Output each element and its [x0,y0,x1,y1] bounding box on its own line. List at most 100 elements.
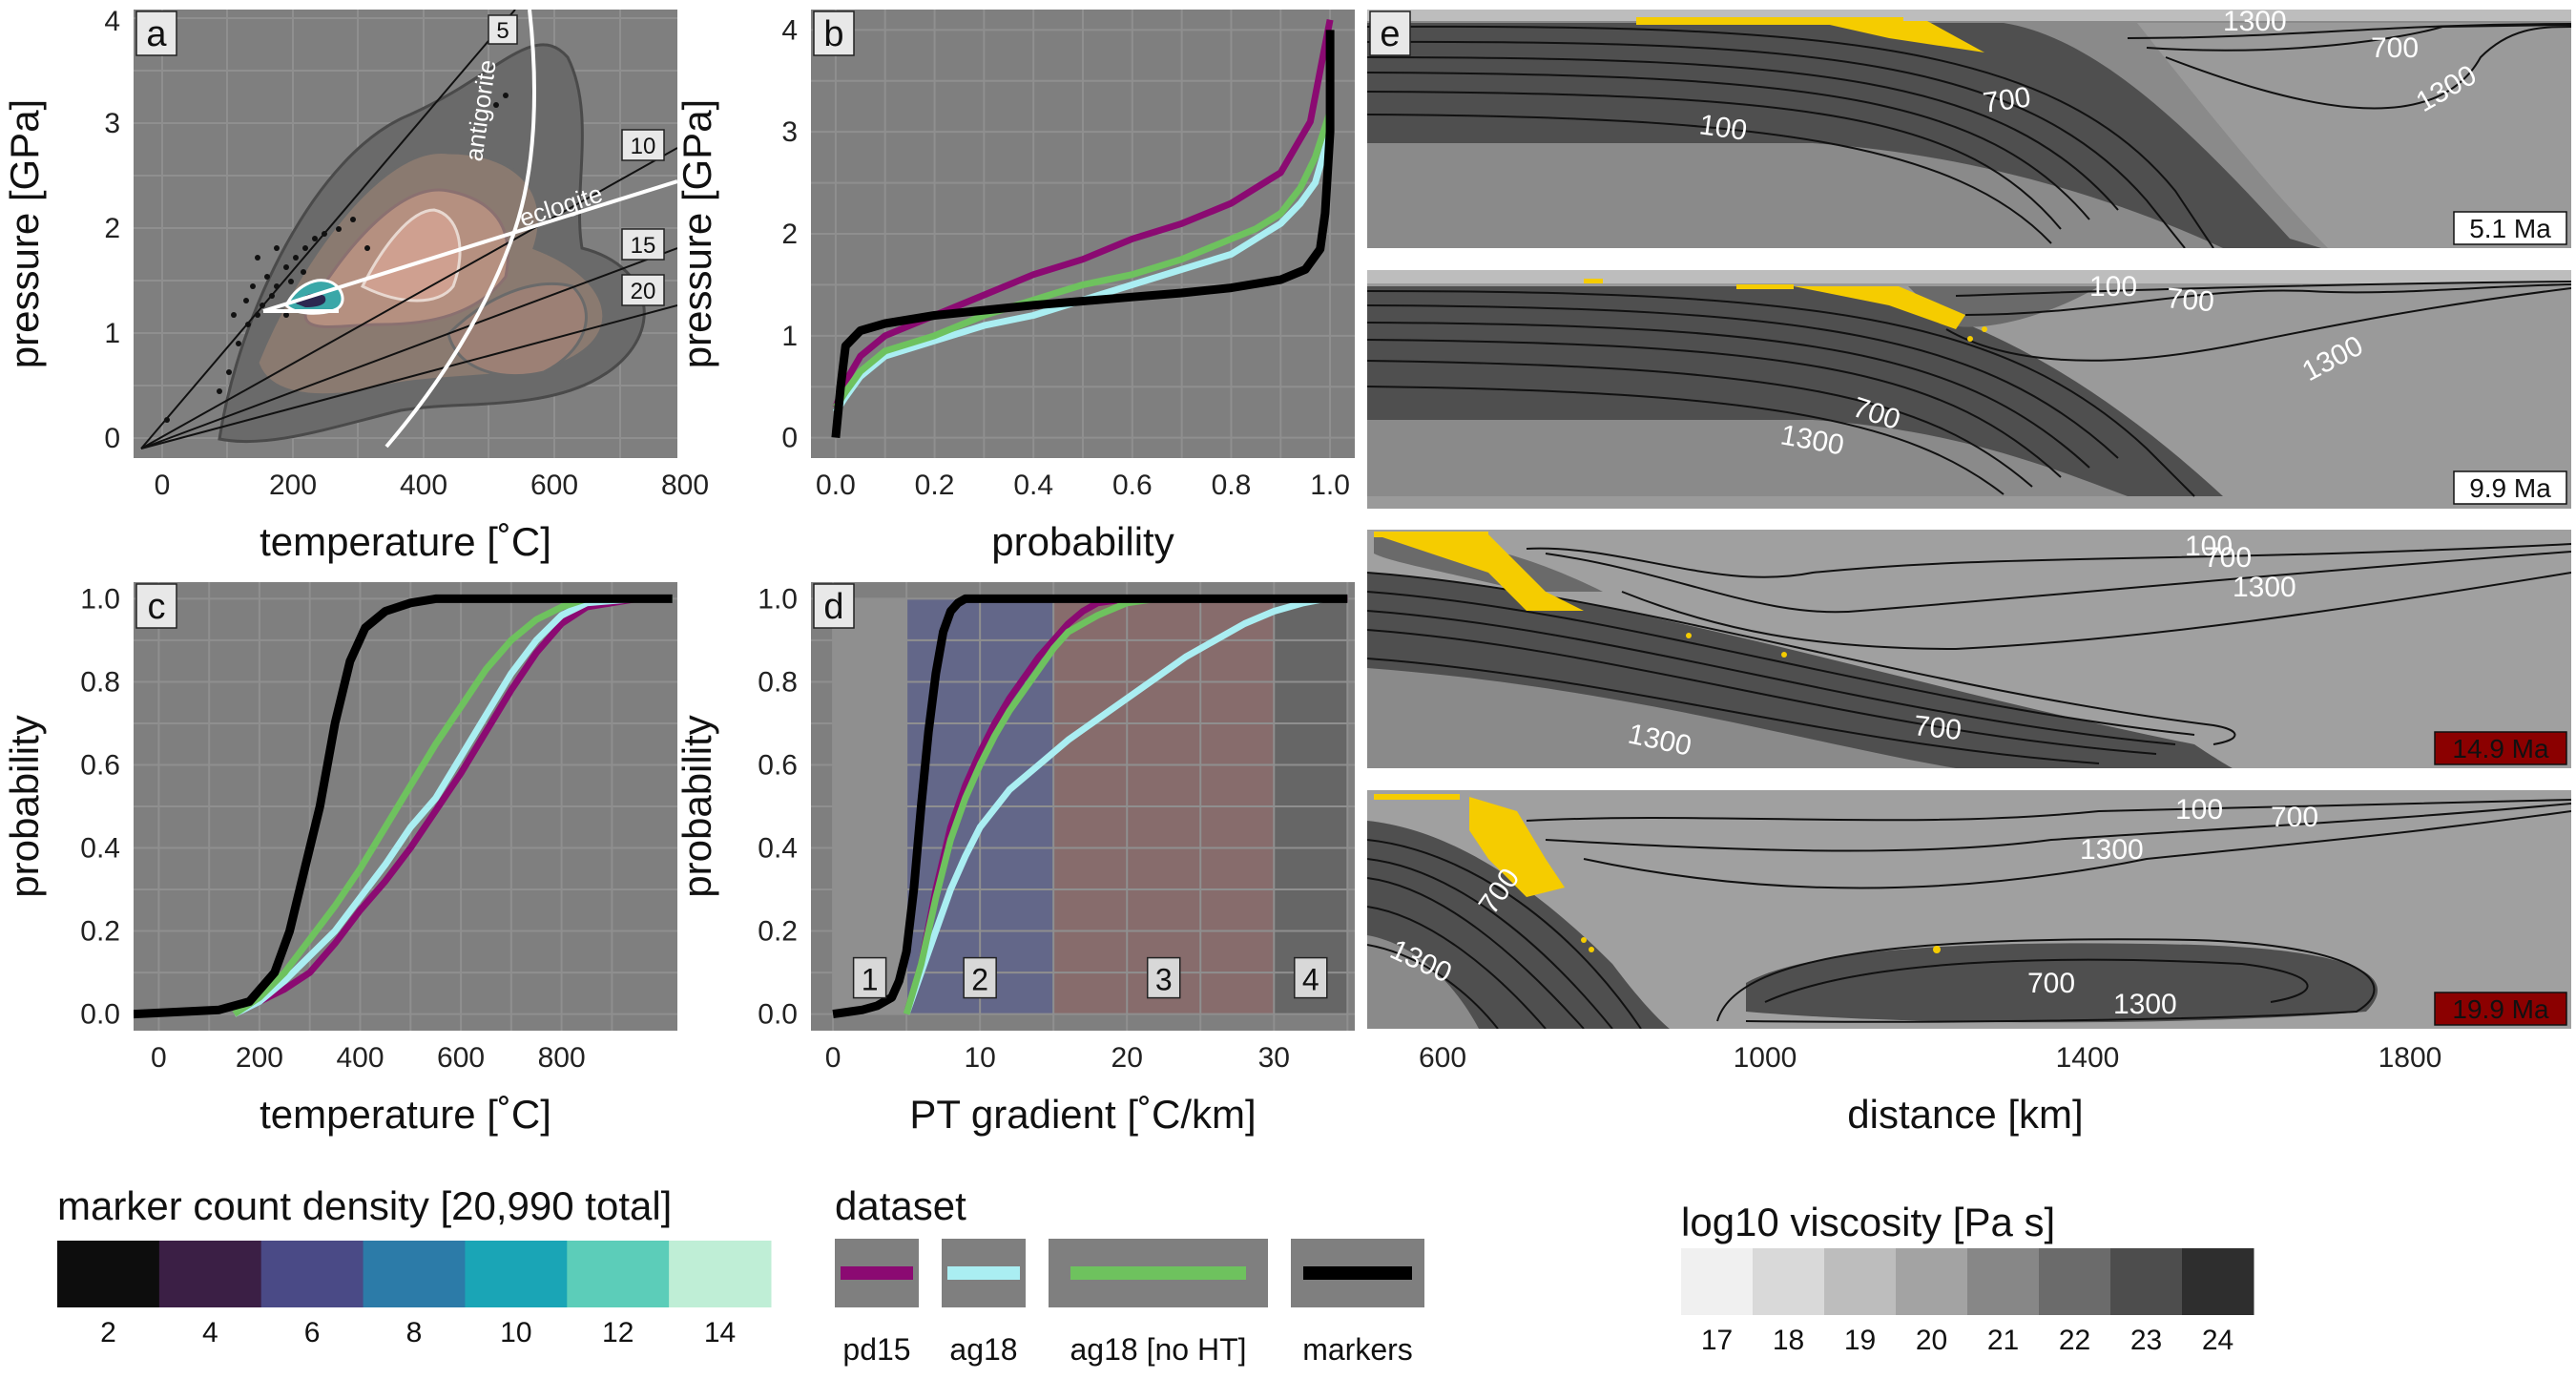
panel-a-label: a [146,14,167,54]
viscosity-swatch [2039,1248,2111,1315]
series-line-pd15 [233,595,673,1017]
panel-d-lines [832,594,1348,1019]
snapshot-5-1-ma: 100 700 1300 700 1300 [1367,6,2571,248]
density-swatch [669,1241,772,1307]
x-tick-label: 400 [336,1042,384,1074]
panel-c-ticks: 0 200 400 600 800 0.0 0.2 0.4 0.6 0.8 1.0 [80,583,585,1074]
svg-text:2: 2 [104,213,120,244]
y-tick-label: 1.0 [758,583,798,615]
x-tick-label: 10 [964,1042,995,1074]
svg-text:1300: 1300 [2080,834,2144,866]
viscosity-swatch [2182,1248,2254,1315]
svg-text:1000: 1000 [1734,1042,1797,1074]
panel-d-xlabel: PT gradient [˚C/km] [909,1092,1256,1137]
y-tick-label: 0.0 [758,999,798,1031]
viscosity-swatch [1896,1248,1968,1315]
y-tick-label: 1.0 [80,583,120,615]
panel-d: 1 2 3 4 d 0 10 20 30 0.0 0.2 0.4 0.6 0.8 1.0 PT grad… [675,582,1355,1137]
x-tick-label: 0.4 [1013,470,1053,501]
snapshot-age-19-9: 19.9 Ma [2452,994,2549,1024]
snapshot-age-5-1: 5.1 Ma [2469,214,2551,243]
dataset-legend-title: dataset [835,1183,966,1228]
series-line-ag18-no-ht [232,595,673,1017]
panel-e-xlabel: distance [km] [1847,1092,2083,1137]
svg-text:markers: markers [1302,1332,1413,1367]
x-tick-label: 0.2 [915,470,955,501]
svg-text:ag18 [no HT]: ag18 [no HT] [1070,1332,1247,1367]
panel-b-lines [831,19,1335,439]
dataset-legend: dataset pd15 ag18 ag18 [no HT] markers [835,1183,1424,1367]
pt-zone-label-1: 1 [862,963,879,997]
x-tick-label: 200 [236,1042,283,1074]
viscosity-swatch [2110,1248,2183,1315]
svg-text:700: 700 [1981,81,2032,119]
viscosity-swatch [1824,1248,1897,1315]
gradient-line-20 [140,304,677,449]
y-tick-label: 0.0 [80,999,120,1031]
svg-text:pd15: pd15 [842,1332,910,1367]
panel-a-ylabel: pressure [GPa] [2,99,47,368]
series-line-pd15 [832,19,1334,408]
snapshot-age-14-9: 14.9 Ma [2452,734,2549,763]
panel-a-yticks: 0 1 2 3 4 [104,6,120,454]
viscosity-tick-label: 23 [2130,1325,2162,1356]
viscosity-tick-label: 17 [1701,1325,1733,1356]
y-tick-label: 0.6 [80,749,120,781]
panel-b-ticks: 0.0 0.2 0.4 0.6 0.8 1.0 0 1 2 3 4 [781,14,1350,501]
panel-b-label: b [823,14,843,54]
dataset-key-pd15: pd15 [835,1239,919,1367]
viscosity-swatch [1967,1248,2040,1315]
svg-text:700: 700 [2027,968,2075,999]
density-tick-label: 14 [704,1317,736,1348]
gradient-line-15 [140,247,677,449]
y-tick-label: 0.2 [80,916,120,948]
density-legend: marker count density [20,990 total] 2 4 6 8… [57,1183,772,1348]
svg-text:600: 600 [530,470,578,501]
viscosity-tick-label: 21 [1987,1325,2019,1356]
series-line-ag18-no-ht [903,595,1186,1015]
series-line-ag18 [233,595,673,1017]
density-tick-label: 10 [500,1317,531,1348]
x-tick-label: 800 [538,1042,586,1074]
y-tick-label: 0.8 [80,666,120,698]
viscosity-tick-label: 24 [2202,1325,2233,1356]
panel-b-xlabel: probability [991,519,1174,564]
x-tick-label: 0 [151,1042,167,1074]
density-swatch [57,1241,160,1307]
antigorite-boundary [384,10,536,449]
density-swatch [158,1241,262,1307]
y-tick-label: 0 [781,423,798,454]
x-tick-label: 0 [825,1042,841,1074]
density-tick-label: 4 [202,1317,218,1348]
x-tick-label: 0.8 [1212,470,1252,501]
svg-text:700: 700 [2204,542,2252,574]
panel-e-label: e [1380,14,1400,54]
svg-text:800: 800 [661,470,709,501]
gradient-label-15: 15 [631,233,656,259]
x-tick-label: 30 [1258,1042,1290,1074]
pt-zone-label-3: 3 [1155,963,1173,997]
viscosity-tick-label: 22 [2059,1325,2090,1356]
svg-text:1: 1 [104,318,120,349]
y-tick-label: 1 [781,321,798,352]
panel-d-ylabel: probability [675,715,719,897]
x-tick-label: 1.0 [1310,470,1350,501]
svg-text:1300: 1300 [2223,6,2287,37]
panel-b-ylabel: pressure [GPa] [675,99,719,368]
gradient-labels: 5 10 15 20 [488,14,665,306]
svg-text:600: 600 [1419,1042,1466,1074]
svg-text:1300: 1300 [2113,989,2177,1020]
density-contour-4 [360,208,462,303]
panel-e: 100 700 1300 700 1300 5.1 Ma e [1367,6,2571,1137]
x-tick-label: 20 [1111,1042,1143,1074]
density-tick-label: 8 [406,1317,423,1348]
panel-d-label: d [823,587,843,627]
density-swatch [465,1241,568,1307]
svg-text:ag18: ag18 [949,1332,1017,1367]
series-line-markers [832,594,1348,1019]
svg-text:400: 400 [400,470,447,501]
svg-text:1300: 1300 [2233,572,2296,603]
viscosity-legend-title: log10 viscosity [Pa s] [1681,1200,2055,1244]
panel-b-grid [811,10,1355,458]
